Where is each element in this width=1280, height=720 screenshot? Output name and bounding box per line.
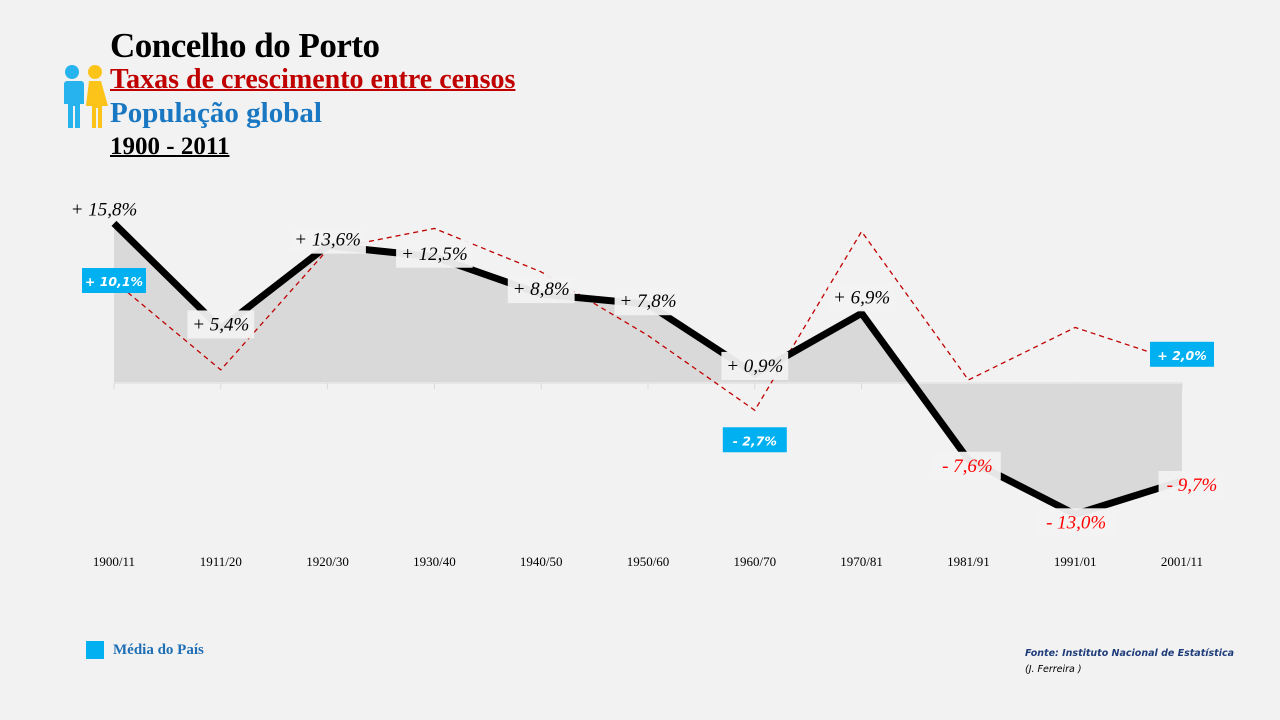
legend-label: Média do País: [113, 641, 204, 658]
chart-period: 1900 - 2011: [110, 133, 230, 160]
chart-title: Concelho do Porto: [110, 26, 380, 65]
x-tick-label: 1950/60: [627, 554, 670, 569]
x-tick-label: 1981/91: [947, 554, 990, 569]
national-label-box: [1150, 341, 1214, 367]
x-tick-label: 1900/11: [93, 554, 135, 569]
porto-value-label: - 7,6%: [942, 456, 993, 477]
porto-value-label: + 8,8%: [513, 279, 570, 300]
porto-value-label: + 15,8%: [71, 199, 138, 220]
source-note: Fonte: Instituto Nacional de Estatística: [1025, 648, 1235, 659]
porto-value-label: - 9,7%: [1167, 475, 1218, 496]
x-tick-label: 1920/30: [306, 554, 349, 569]
porto-value-label: + 6,9%: [833, 287, 890, 308]
porto-value-label: + 7,8%: [619, 291, 676, 312]
x-tick-label: 1911/20: [200, 554, 242, 569]
porto-value-label: + 5,4%: [192, 314, 249, 335]
x-tick-label: 1930/40: [413, 554, 456, 569]
chart-subtitle: Taxas de crescimento entre censos: [110, 64, 516, 95]
x-tick-label: 1991/01: [1054, 554, 1097, 569]
x-tick-label: 1970/81: [840, 554, 883, 569]
national-value-label: + 10,1%: [85, 274, 143, 289]
porto-value-label: - 13,0%: [1046, 512, 1106, 533]
national-label-box: [722, 427, 787, 453]
national-label-box: [82, 267, 146, 293]
chart-subtitle-population: População global: [110, 97, 322, 129]
national-average-line: [113, 227, 1183, 412]
national-value-label: - 2,7%: [733, 433, 777, 448]
line-chart: + 15,8% + 5,4% + 13,6% + 12,5% + 8,8% + 7,8% +…: [70, 199, 1218, 569]
x-tick-label: 1960/70: [733, 554, 776, 569]
national-value-label: + 2,0%: [1157, 348, 1207, 363]
x-tick-label: 1940/50: [520, 554, 563, 569]
porto-value-label: + 13,6%: [294, 230, 361, 251]
legend-swatch: [86, 641, 104, 659]
legend: Média do País: [86, 641, 204, 659]
porto-value-label: + 0,9%: [726, 356, 783, 377]
porto-value-label: + 12,5%: [401, 244, 468, 265]
people-icon: [63, 65, 108, 128]
porto-area: [114, 223, 1182, 515]
x-tick-label: 2001/11: [1161, 554, 1203, 569]
author-note: (J. Ferreira ): [1025, 664, 1082, 675]
